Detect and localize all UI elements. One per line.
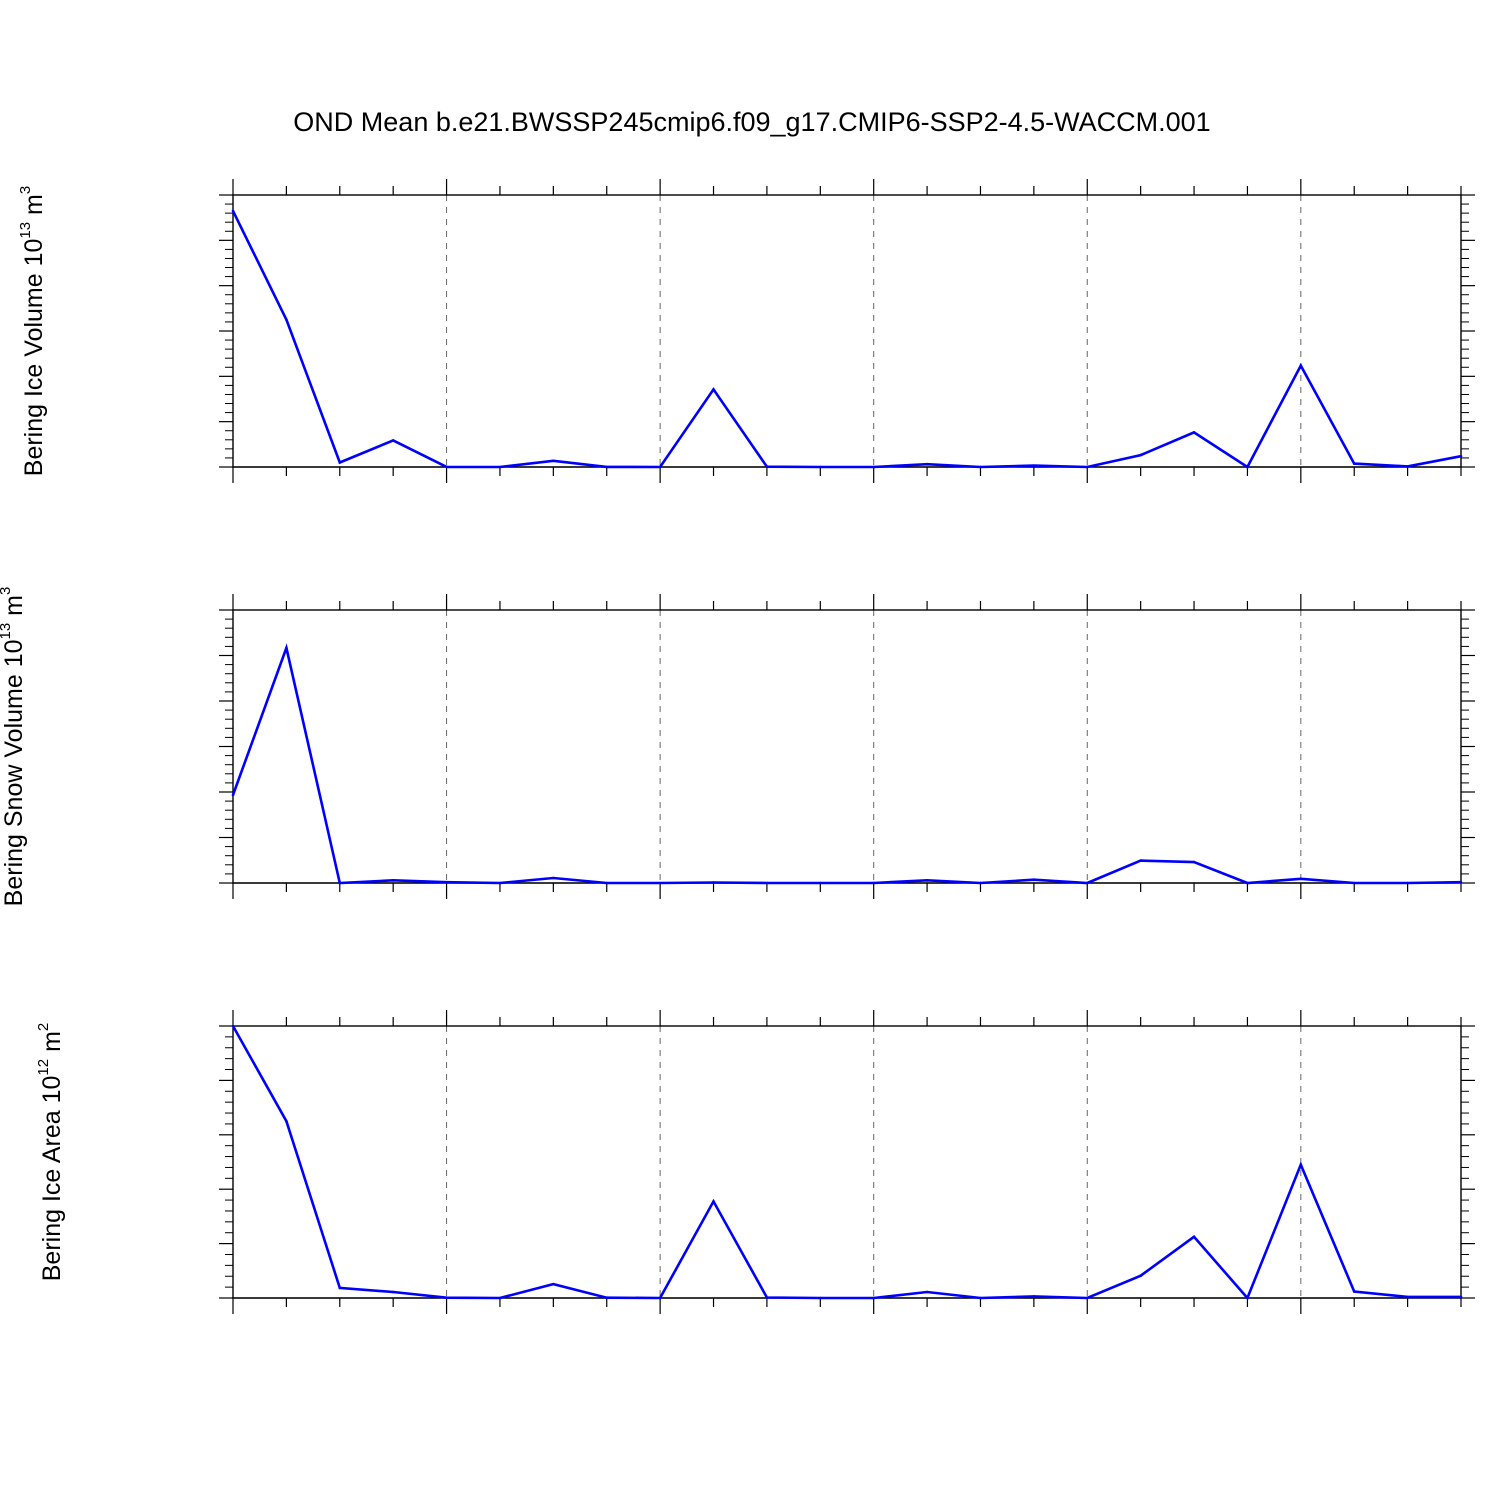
data-point [979, 881, 982, 885]
data-point [391, 878, 395, 882]
data-point [498, 881, 502, 885]
data-point [391, 1290, 395, 1294]
data-point [1085, 465, 1089, 469]
data-point [819, 465, 822, 469]
data-point [498, 1296, 502, 1300]
data-point [979, 465, 982, 469]
data-point [765, 465, 769, 468]
plot-frame [232, 1025, 1462, 1299]
data-point [765, 1296, 769, 1299]
data-point [1139, 1274, 1142, 1277]
data-point [1085, 1296, 1089, 1300]
data-point [552, 876, 555, 880]
data-point [498, 465, 502, 469]
data-point [1139, 453, 1142, 457]
data-point [1139, 859, 1142, 862]
data-point [658, 881, 662, 885]
chart-panel-1: Bering Ice Volume 1013 m3 [17, 179, 1475, 483]
data-point [391, 439, 395, 442]
data-point [552, 459, 555, 463]
data-point [338, 881, 342, 885]
chart-panel-3: Bering Ice Area 1012 m2 [35, 1010, 1475, 1314]
data-point [1246, 881, 1249, 885]
data-point [658, 465, 662, 469]
data-point [1192, 860, 1196, 864]
y-axis-title-exponent: 12 [35, 1059, 52, 1076]
data-point [712, 1200, 715, 1203]
data-point [1246, 1296, 1249, 1300]
data-point [285, 646, 288, 650]
data-point [925, 462, 929, 466]
series-line [231, 210, 1462, 469]
data-point [819, 1296, 822, 1300]
plot-frame [232, 609, 1462, 884]
y-axis-title-unit-exponent: 3 [0, 587, 14, 595]
series-line [231, 1025, 1461, 1301]
data-point [605, 881, 609, 885]
data-point [658, 1296, 662, 1300]
data-point [1406, 881, 1409, 885]
data-point [872, 1296, 875, 1300]
y-axis-title-unit-exponent: 3 [17, 186, 34, 194]
data-point [1406, 465, 1409, 468]
data-point [712, 881, 715, 884]
y-axis-title: Bering Ice Area 1012 m2 [35, 1023, 66, 1282]
data-point [979, 1296, 982, 1300]
series-line [231, 643, 1462, 885]
data-point [552, 1282, 555, 1286]
data-point [1459, 880, 1463, 884]
data-point [285, 318, 288, 321]
y-axis-title-text: Bering Ice Volume 10 [20, 239, 48, 477]
y-axis-title-unit: m [0, 595, 28, 623]
plot-frame [232, 194, 1462, 468]
data-point [231, 1024, 235, 1028]
data-point [819, 881, 822, 885]
data-point [1299, 1163, 1303, 1167]
data-point [1299, 364, 1303, 367]
y-axis-title-unit: m [20, 194, 48, 222]
y-axis-title-exponent: 13 [0, 623, 14, 640]
data-point [712, 388, 715, 391]
figure-title: OND Mean b.e21.BWSSP245cmip6.f09_g17.CMI… [293, 107, 1210, 137]
data-point [445, 1296, 448, 1300]
chart-panel-2: Bering Snow Volume 1013 m3 [0, 587, 1475, 907]
y-axis-title: Bering Snow Volume 1013 m3 [0, 587, 28, 907]
data-point [872, 465, 875, 469]
data-point [925, 878, 929, 882]
data-point [1085, 881, 1089, 885]
data-point [1299, 877, 1303, 881]
y-axis-title-text: Bering Ice Area 10 [38, 1076, 66, 1282]
data-point [1246, 465, 1249, 469]
data-point [1192, 431, 1196, 434]
data-point [1032, 1295, 1036, 1298]
data-point [605, 1296, 609, 1300]
data-point [1459, 1295, 1463, 1299]
y-axis-title-exponent: 13 [17, 222, 34, 239]
y-axis-title-unit-exponent: 2 [35, 1023, 52, 1031]
data-point [285, 1119, 288, 1123]
data-point [1352, 462, 1356, 465]
data-point [1192, 1235, 1196, 1239]
data-point [1032, 878, 1036, 881]
data-point [231, 793, 235, 797]
y-axis-title-text: Bering Snow Volume 10 [0, 639, 28, 906]
data-point [1352, 1290, 1356, 1293]
data-point [605, 465, 609, 469]
data-point [338, 461, 342, 464]
data-point [1406, 1295, 1409, 1299]
data-point [872, 881, 875, 885]
data-point [445, 465, 448, 469]
data-point [445, 880, 448, 884]
data-point [231, 209, 235, 213]
y-axis-title-unit: m [38, 1031, 66, 1059]
data-point [1352, 881, 1356, 885]
data-point [765, 881, 769, 885]
data-point [1459, 454, 1463, 458]
data-point [338, 1286, 342, 1290]
data-point [1032, 464, 1036, 467]
y-axis-title: Bering Ice Volume 1013 m3 [17, 186, 48, 476]
data-point [925, 1290, 929, 1294]
